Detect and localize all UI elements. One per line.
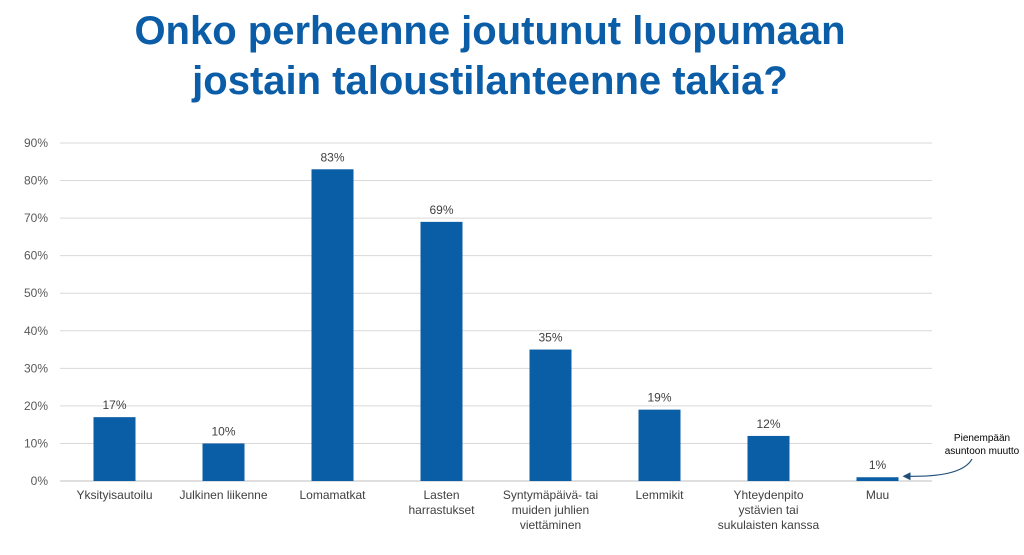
category-label-line: sukulaisten kanssa (718, 518, 820, 532)
y-tick-label: 60% (24, 249, 48, 263)
category-label-line: Lasten (423, 488, 459, 502)
category-label-line: Syntymäpäivä- tai (503, 488, 598, 502)
data-label: 10% (211, 424, 235, 438)
category-label-line: ystävien tai (738, 503, 798, 517)
category-label: Lasten harrastukset (408, 488, 475, 517)
category-label-line: Yksityisautoilu (76, 488, 152, 502)
bar (856, 477, 899, 481)
annotation-text: Pienempään asuntoon muutto (945, 433, 1020, 457)
data-label: 83% (320, 150, 344, 164)
chart-title: Onko perheenne joutunut luopumaan jostai… (0, 6, 980, 106)
bar (311, 169, 354, 482)
bar (93, 417, 136, 481)
data-label: 35% (538, 331, 562, 345)
category-label-line: muiden juhlien (512, 503, 589, 517)
category-label: Lomamatkat (299, 488, 366, 502)
chart-title-line-2: jostain taloustilanteenne takia? (192, 59, 788, 103)
category-label-line: Lemmikit (635, 488, 684, 502)
category-label: Julkinen liikenne (179, 488, 267, 502)
data-label: 12% (756, 417, 780, 431)
y-tick-label: 50% (24, 286, 48, 300)
y-tick-label: 0% (31, 474, 49, 488)
category-label-line: Lomamatkat (299, 488, 366, 502)
bar (638, 409, 681, 481)
bar (529, 349, 572, 481)
y-tick-label: 80% (24, 174, 48, 188)
data-label: 1% (869, 458, 887, 472)
category-label-line: Muu (866, 488, 889, 502)
annotation-line: asuntoon muutto (945, 446, 1020, 457)
chart-title-line-1: Onko perheenne joutunut luopumaan (134, 9, 846, 53)
y-tick-label: 90% (24, 136, 48, 150)
category-label-line: harrastukset (408, 503, 475, 517)
y-tick-label: 30% (24, 361, 48, 375)
annotation-line: Pienempään (954, 433, 1010, 444)
category-label: Syntymäpäivä- tai muiden juhlien viettämin… (503, 488, 598, 532)
category-label-line: Julkinen liikenne (179, 488, 267, 502)
category-label-line: Yhteydenpito (733, 488, 803, 502)
y-tick-label: 40% (24, 324, 48, 338)
bar (202, 443, 245, 481)
y-tick-label: 70% (24, 211, 48, 225)
annotation-arrow-line (908, 458, 973, 477)
category-label: Yhteydenpito ystävien tai sukulaisten kans… (718, 488, 820, 532)
annotation-arrowhead (902, 472, 911, 481)
data-label: 19% (647, 391, 671, 405)
bar (747, 435, 790, 481)
category-label-line: viettäminen (520, 518, 581, 532)
bar (420, 221, 463, 481)
category-label: Yksityisautoilu (76, 488, 152, 502)
y-tick-label: 10% (24, 436, 48, 450)
category-label: Muu (866, 488, 889, 502)
y-tick-label: 20% (24, 399, 48, 413)
category-label: Lemmikit (635, 488, 684, 502)
data-label: 17% (102, 398, 126, 412)
data-label: 69% (429, 203, 453, 217)
